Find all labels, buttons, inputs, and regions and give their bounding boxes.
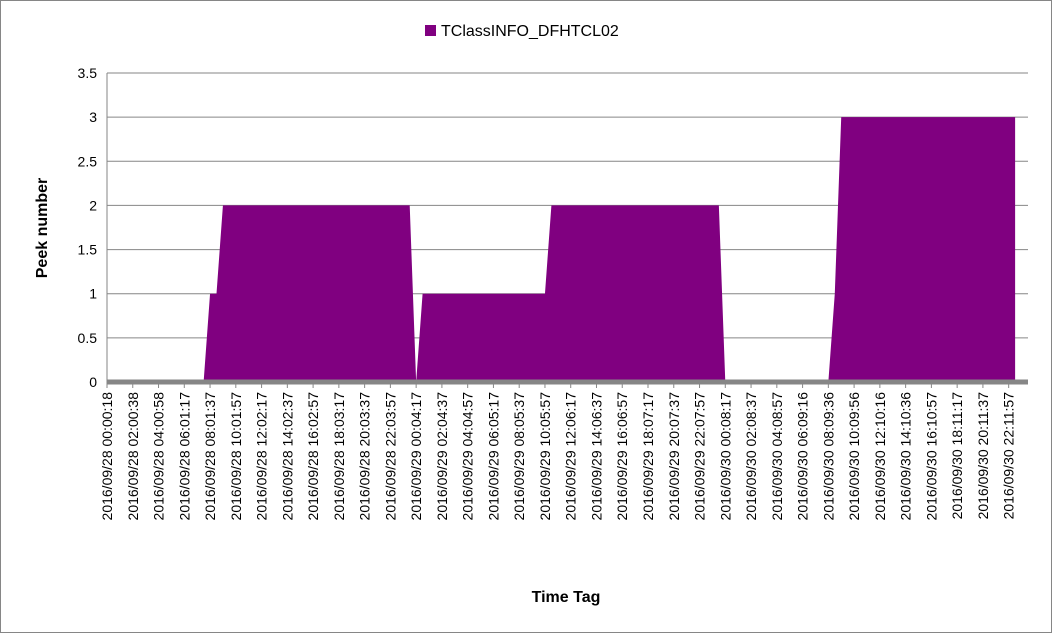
y-axis-title: Peek number	[34, 178, 51, 278]
x-tick-label: 2016/09/30 20:11:37	[975, 392, 991, 520]
x-tick-label: 2016/09/28 20:03:37	[357, 392, 373, 521]
y-tick-label: 2	[89, 197, 97, 213]
x-tick-label: 2016/09/28 04:00:58	[151, 392, 167, 521]
x-tick-label: 2016/09/30 10:09:56	[846, 392, 862, 521]
x-tick-label: 2016/09/28 10:01:57	[228, 392, 244, 521]
y-tick-label: 1	[89, 286, 97, 302]
area	[107, 117, 1016, 383]
x-tick-label: 2016/09/29 12:06:17	[563, 392, 579, 521]
y-tick-label: 0.5	[78, 330, 98, 346]
x-tick-label: 2016/09/28 12:02:17	[254, 392, 270, 521]
x-tick-label: 2016/09/30 00:08:17	[717, 392, 733, 521]
x-tick-label: 2016/09/30 22:11:57	[1001, 392, 1017, 520]
x-tick-label: 2016/09/28 18:03:17	[331, 392, 347, 521]
x-tick-label: 2016/09/30 16:10:57	[923, 392, 939, 521]
x-tick-label: 2016/09/29 00:04:17	[408, 392, 424, 521]
x-tick-label: 2016/09/28 16:02:57	[305, 392, 321, 521]
x-tick-label: 2016/09/30 04:08:57	[769, 392, 785, 521]
x-tick-label: 2016/09/29 16:06:57	[614, 392, 630, 521]
x-tick-label: 2016/09/28 14:02:37	[279, 392, 295, 521]
x-tick-label: 2016/09/29 08:05:37	[511, 392, 527, 521]
x-tick-label: 2016/09/28 06:01:17	[176, 392, 192, 521]
x-tick-label: 2016/09/30 02:08:37	[743, 392, 759, 521]
y-tick-label: 3.5	[78, 65, 98, 81]
x-tick-label: 2016/09/29 14:06:37	[588, 392, 604, 521]
legend-label: TClassINFO_DFHTCL02	[441, 23, 619, 40]
x-tick-label: 2016/09/30 12:10:16	[872, 392, 888, 521]
x-tick-label: 2016/09/30 08:09:36	[820, 392, 836, 521]
x-tick-label: 2016/09/30 18:11:17	[949, 392, 965, 520]
legend-swatch	[425, 25, 436, 36]
x-tick-label: 2016/09/28 02:00:38	[125, 392, 141, 521]
y-tick-label: 2.5	[78, 153, 98, 169]
x-tick-label: 2016/09/29 06:05:17	[485, 392, 501, 521]
x-tick-label: 2016/09/29 20:07:37	[666, 392, 682, 521]
y-tick-label: 3	[89, 109, 97, 125]
y-tick-label: 1.5	[78, 242, 98, 258]
x-axis-title: Time Tag	[532, 589, 601, 606]
x-tick-label: 2016/09/28 22:03:57	[382, 392, 398, 521]
x-tick-label: 2016/09/29 22:07:57	[692, 392, 708, 521]
x-tick-label: 2016/09/29 10:05:57	[537, 392, 553, 521]
x-tick-label: 2016/09/29 04:04:57	[460, 392, 476, 521]
y-tick-label: 0	[89, 374, 97, 390]
x-tick-label: 2016/09/30 14:10:36	[898, 392, 914, 521]
x-tick-label: 2016/09/30 06:09:16	[795, 392, 811, 521]
x-tick-label: 2016/09/28 08:01:37	[202, 392, 218, 521]
x-tick-label: 2016/09/29 18:07:17	[640, 392, 656, 521]
x-tick-label: 2016/09/28 00:00:18	[99, 392, 115, 521]
x-tick-label: 2016/09/29 02:04:37	[434, 392, 450, 521]
